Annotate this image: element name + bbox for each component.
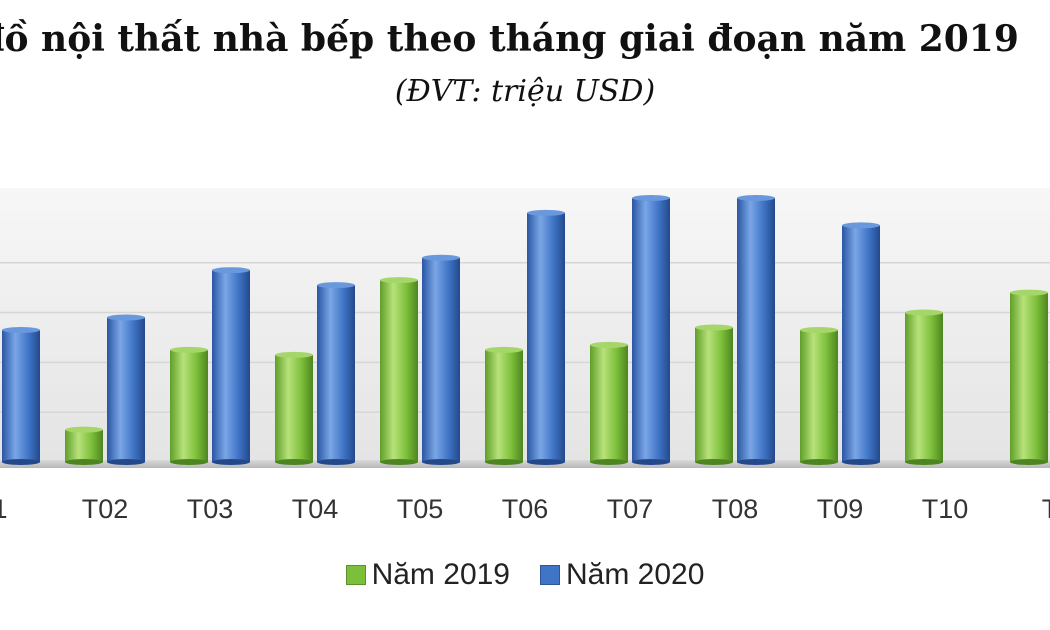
- x-tick-label: 1: [0, 494, 8, 524]
- x-tick-label: T04: [292, 494, 339, 524]
- chart-title: hẩu đồ nội thất nhà bếp theo tháng giai …: [0, 18, 1019, 60]
- bar-t08-năm-2020: [737, 194, 775, 465]
- bar-t03-năm-2019: [170, 346, 208, 465]
- bar-t01-năm-2020: [2, 326, 40, 465]
- bar-t06-năm-2019: [485, 346, 523, 465]
- bar-t03-năm-2020: [212, 267, 250, 465]
- legend-label-2019: Năm 2019: [371, 558, 510, 591]
- plot-background: [0, 188, 1050, 460]
- bar-t09-năm-2019: [800, 326, 838, 465]
- legend-label-2020: Năm 2020: [566, 558, 705, 591]
- legend: Năm 2019 Năm 2020: [0, 558, 1050, 592]
- x-tick-label: T10: [922, 494, 969, 524]
- legend-swatch-2019: [345, 565, 366, 585]
- legend-swatch-2020: [540, 565, 560, 585]
- bar-t11-năm-2019: [1010, 289, 1048, 465]
- x-tick-label: T07: [607, 494, 654, 524]
- bar-t02-năm-2019: [65, 426, 103, 465]
- bar-chart: 1 T02 T03 T04 T05 T06 T07 T08 T09 T10 T: [0, 188, 1050, 524]
- bar-t04-năm-2019: [275, 351, 313, 465]
- x-tick-label: T: [1042, 494, 1050, 524]
- bar-t08-năm-2019: [695, 324, 733, 465]
- bar-t09-năm-2020: [842, 222, 880, 465]
- x-tick-label: T05: [397, 494, 444, 524]
- x-tick-label: T08: [712, 494, 759, 524]
- bar-t05-năm-2020: [422, 254, 460, 465]
- x-tick-label: T06: [502, 494, 549, 524]
- legend-item-2019: Năm 2019: [345, 558, 510, 592]
- bar-t04-năm-2020: [317, 282, 355, 465]
- x-tick-label: T02: [82, 494, 129, 524]
- bar-t06-năm-2020: [527, 209, 565, 465]
- bar-t05-năm-2019: [380, 277, 418, 465]
- bar-t07-năm-2020: [632, 194, 670, 465]
- x-tick-label: T09: [817, 494, 864, 524]
- bar-t02-năm-2020: [107, 314, 145, 465]
- x-tick-label: T03: [187, 494, 234, 524]
- bar-t07-năm-2019: [590, 341, 628, 465]
- bar-t10-năm-2019: [905, 309, 943, 465]
- chart-subtitle: (ĐVT: triệu USD): [394, 74, 656, 109]
- legend-item-2020: Năm 2020: [540, 558, 704, 592]
- chart-floor: [0, 460, 1050, 468]
